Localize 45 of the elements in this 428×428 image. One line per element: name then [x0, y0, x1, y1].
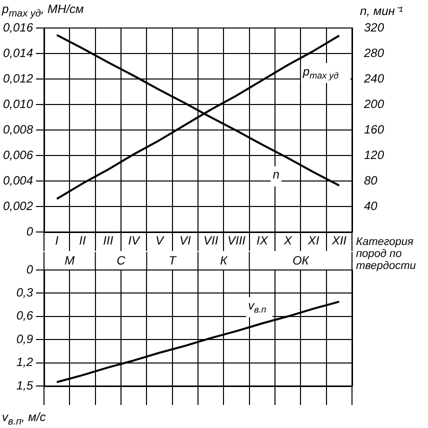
- y2-tick-label: 200: [363, 96, 384, 111]
- x-tick-label: VIII: [227, 234, 246, 248]
- y-tick-label: 0,6: [16, 308, 34, 323]
- x-tick-label: I: [55, 234, 60, 248]
- y2-tick-label: 320: [364, 20, 384, 34]
- series-label: n: [272, 168, 280, 182]
- text: С: [116, 253, 126, 268]
- y-tick-label: 0,006: [2, 148, 34, 162]
- x-tick-label: X: [282, 234, 293, 248]
- x-tick-label: VI: [179, 234, 192, 248]
- y-tick-label: 0: [26, 224, 34, 238]
- y2-axis-title: n, мин⁻¹: [360, 3, 403, 19]
- y-tick-label: 0: [26, 262, 34, 276]
- y-tick-label: 0,014: [2, 46, 34, 60]
- text: М: [64, 253, 75, 268]
- y-tick-label: 0,3: [16, 286, 34, 300]
- y-axis-title: p$_{max уд}$, МН/см: [2, 2, 84, 20]
- text: ОК: [292, 253, 310, 268]
- y2-tick-label: 120: [364, 148, 384, 162]
- y-tick-label: 0,008: [2, 122, 34, 136]
- text: Т: [168, 253, 178, 268]
- y-tick-label: 0,012: [2, 71, 34, 86]
- y-axis-title: v$_{в.п}$, м/с: [2, 410, 46, 428]
- y-tick-label: 0,002: [2, 198, 34, 213]
- y2-tick-label: 80: [364, 173, 378, 188]
- x-tick-label: IV: [128, 234, 140, 248]
- x-tick-label: IX: [256, 234, 269, 248]
- y-tick-label: 0,016: [2, 20, 34, 34]
- y-tick-label: 1,2: [16, 355, 34, 370]
- x-tick-label: XII: [330, 234, 348, 248]
- y-tick-label: 0,9: [16, 332, 34, 346]
- y-tick-label: 0,010: [2, 96, 34, 111]
- x-tick-label: II: [79, 234, 86, 248]
- x-tick-label: XI: [306, 234, 320, 248]
- y2-tick-label: 280: [363, 46, 384, 60]
- y-tick-label: 1,5: [16, 378, 34, 392]
- x-tick-label: VII: [203, 234, 219, 248]
- text: К: [220, 253, 228, 268]
- y2-tick-label: 40: [364, 198, 378, 213]
- x-tick-label: III: [103, 234, 114, 248]
- y2-tick-label: 160: [364, 122, 384, 136]
- x-tick-label: V: [155, 234, 164, 248]
- y2-tick-label: 240: [363, 71, 384, 86]
- text: Категория пород по твердости: [356, 236, 417, 272]
- y-tick-label: 0,004: [2, 173, 34, 188]
